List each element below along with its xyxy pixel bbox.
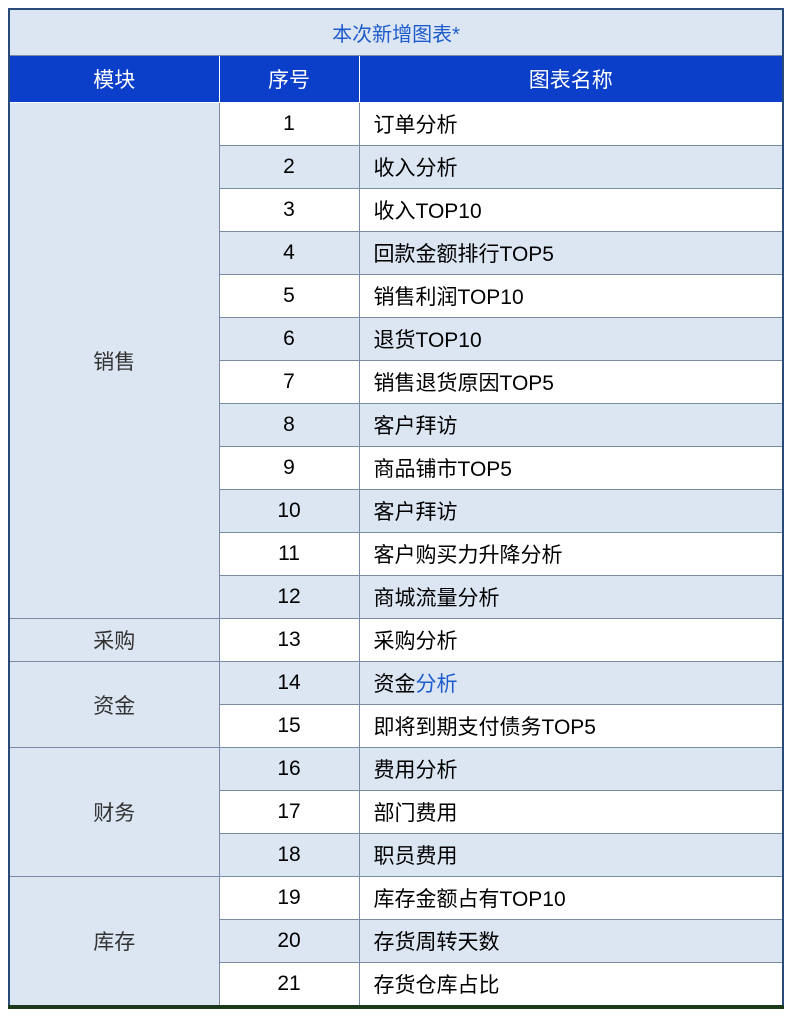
seq-cell: 3 bbox=[219, 189, 359, 232]
name-cell: 商品铺市TOP5 bbox=[359, 447, 783, 490]
seq-cell: 13 bbox=[219, 619, 359, 662]
name-cell: 销售利润TOP10 bbox=[359, 275, 783, 318]
module-cell: 销售 bbox=[9, 103, 219, 619]
seq-cell: 2 bbox=[219, 146, 359, 189]
name-cell: 库存金额占有TOP10 bbox=[359, 877, 783, 920]
table-header-row: 模块 序号 图表名称 bbox=[9, 56, 783, 103]
charts-table-container: 本次新增图表* 模块 序号 图表名称 销售1订单分析2收入分析3收入TOP104… bbox=[8, 8, 784, 1009]
name-cell: 回款金额排行TOP5 bbox=[359, 232, 783, 275]
seq-cell: 10 bbox=[219, 490, 359, 533]
header-module: 模块 bbox=[9, 56, 219, 103]
seq-cell: 5 bbox=[219, 275, 359, 318]
seq-cell: 19 bbox=[219, 877, 359, 920]
seq-cell: 15 bbox=[219, 705, 359, 748]
seq-cell: 1 bbox=[219, 103, 359, 146]
seq-cell: 8 bbox=[219, 404, 359, 447]
header-seq: 序号 bbox=[219, 56, 359, 103]
name-cell: 即将到期支付债务TOP5 bbox=[359, 705, 783, 748]
table-row: 销售1订单分析 bbox=[9, 103, 783, 146]
seq-cell: 16 bbox=[219, 748, 359, 791]
name-cell: 销售退货原因TOP5 bbox=[359, 361, 783, 404]
module-cell: 库存 bbox=[9, 877, 219, 1008]
seq-cell: 7 bbox=[219, 361, 359, 404]
name-cell: 退货TOP10 bbox=[359, 318, 783, 361]
name-cell: 商城流量分析 bbox=[359, 576, 783, 619]
name-cell: 存货周转天数 bbox=[359, 920, 783, 963]
charts-table: 本次新增图表* 模块 序号 图表名称 销售1订单分析2收入分析3收入TOP104… bbox=[8, 8, 784, 1009]
module-cell: 采购 bbox=[9, 619, 219, 662]
name-cell: 收入分析 bbox=[359, 146, 783, 189]
name-text-part: 资金 bbox=[374, 673, 416, 696]
table-row: 库存19库存金额占有TOP10 bbox=[9, 877, 783, 920]
name-cell: 客户购买力升降分析 bbox=[359, 533, 783, 576]
table-body: 销售1订单分析2收入分析3收入TOP104回款金额排行TOP55销售利润TOP1… bbox=[9, 103, 783, 1008]
name-cell: 收入TOP10 bbox=[359, 189, 783, 232]
seq-cell: 21 bbox=[219, 963, 359, 1008]
name-cell: 采购分析 bbox=[359, 619, 783, 662]
name-cell: 资金分析 bbox=[359, 662, 783, 705]
name-cell: 客户拜访 bbox=[359, 490, 783, 533]
header-name: 图表名称 bbox=[359, 56, 783, 103]
table-row: 财务16费用分析 bbox=[9, 748, 783, 791]
seq-cell: 4 bbox=[219, 232, 359, 275]
name-cell: 存货仓库占比 bbox=[359, 963, 783, 1008]
seq-cell: 9 bbox=[219, 447, 359, 490]
table-row: 资金 14资金分析 bbox=[9, 662, 783, 705]
name-cell: 客户拜访 bbox=[359, 404, 783, 447]
seq-cell: 18 bbox=[219, 834, 359, 877]
name-link-part: 分析 bbox=[416, 673, 458, 696]
seq-cell: 6 bbox=[219, 318, 359, 361]
seq-cell: 14 bbox=[219, 662, 359, 705]
name-cell: 职员费用 bbox=[359, 834, 783, 877]
module-cell: 财务 bbox=[9, 748, 219, 877]
seq-cell: 12 bbox=[219, 576, 359, 619]
seq-cell: 17 bbox=[219, 791, 359, 834]
name-cell: 订单分析 bbox=[359, 103, 783, 146]
table-row: 采购13采购分析 bbox=[9, 619, 783, 662]
seq-cell: 20 bbox=[219, 920, 359, 963]
table-title: 本次新增图表* bbox=[9, 9, 783, 56]
name-cell: 费用分析 bbox=[359, 748, 783, 791]
module-cell: 资金 bbox=[9, 662, 219, 748]
seq-cell: 11 bbox=[219, 533, 359, 576]
table-title-row: 本次新增图表* bbox=[9, 9, 783, 56]
name-cell: 部门费用 bbox=[359, 791, 783, 834]
